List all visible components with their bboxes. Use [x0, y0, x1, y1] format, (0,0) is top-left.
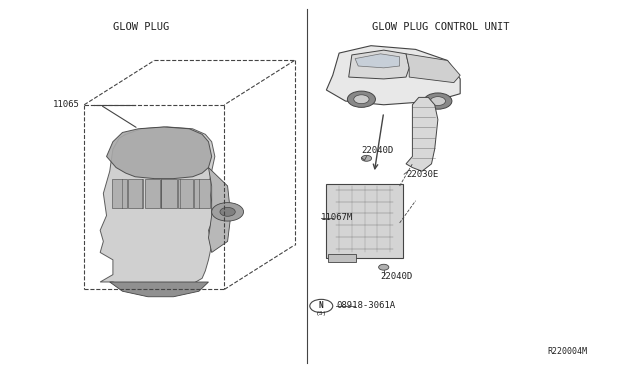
Text: N: N [319, 301, 324, 311]
Text: 11065: 11065 [52, 100, 79, 109]
Polygon shape [406, 97, 438, 171]
Text: 11067M: 11067M [321, 213, 353, 222]
Polygon shape [161, 179, 177, 208]
Polygon shape [128, 179, 143, 208]
Polygon shape [355, 54, 399, 68]
Polygon shape [178, 179, 193, 208]
Text: R220004M: R220004M [548, 347, 588, 356]
Polygon shape [195, 179, 210, 208]
Text: 22030E: 22030E [406, 170, 438, 179]
Polygon shape [406, 54, 460, 83]
FancyBboxPatch shape [328, 254, 356, 262]
Circle shape [348, 91, 376, 108]
Circle shape [424, 93, 452, 109]
Circle shape [379, 264, 389, 270]
Polygon shape [209, 167, 231, 253]
Polygon shape [145, 179, 160, 208]
Polygon shape [349, 50, 409, 79]
Circle shape [430, 97, 445, 106]
Text: GLOW PLUG CONTROL UNIT: GLOW PLUG CONTROL UNIT [372, 22, 510, 32]
Polygon shape [111, 179, 127, 208]
Polygon shape [326, 46, 460, 105]
Text: 08918-3061A: 08918-3061A [336, 301, 395, 311]
Polygon shape [106, 127, 212, 179]
Polygon shape [100, 127, 215, 289]
FancyBboxPatch shape [326, 184, 403, 258]
Text: 22040D: 22040D [381, 272, 413, 281]
Text: 22040D: 22040D [362, 147, 394, 155]
Circle shape [362, 155, 372, 161]
Circle shape [354, 95, 369, 104]
Circle shape [220, 208, 236, 216]
Circle shape [310, 299, 333, 312]
Text: GLOW PLUG: GLOW PLUG [113, 22, 170, 32]
Circle shape [212, 203, 244, 221]
Polygon shape [109, 282, 209, 297]
Text: (3): (3) [316, 311, 327, 316]
